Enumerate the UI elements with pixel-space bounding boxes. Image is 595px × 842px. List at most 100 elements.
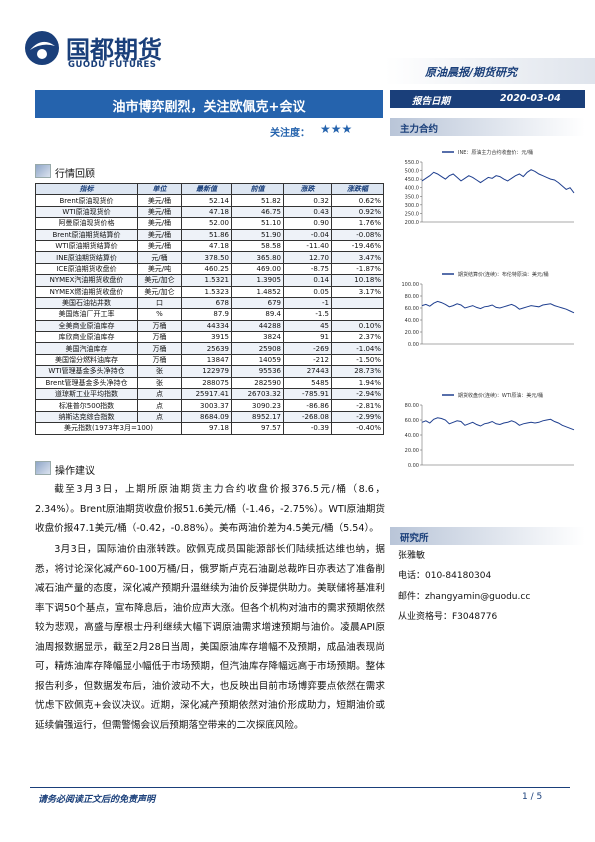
table-cell: ICE原油期货收盘价 (35, 262, 138, 276)
table-cell: 1.76% (331, 217, 384, 230)
table-cell: -1.50% (331, 353, 384, 367)
table-cell: 美元/桶 (137, 228, 182, 241)
section-icon (35, 164, 51, 178)
table-cell: NYMEX燃油期货收盘价 (35, 285, 138, 298)
table-cell: 标准普尔500指数 (35, 399, 138, 412)
table-row: WTI原油期货结算价 美元/桶 47.18 58.58 -11.40 -19.46% (35, 239, 384, 253)
table-cell: Brent原油现货价 (35, 194, 138, 207)
table-cell: 美国馏分燃料油库存 (35, 353, 138, 367)
y-tick-label: 60.00 (405, 306, 419, 312)
date-label: 报告日期 (412, 96, 451, 107)
table-cell: 1.3905 (231, 274, 284, 287)
table-cell: 95536 (231, 365, 284, 378)
y-tick-label: 20.00 (405, 330, 419, 336)
date-bar (390, 90, 585, 108)
table-cell: -19.46% (331, 239, 384, 253)
table-cell: 全美商业原油库存 (35, 319, 138, 333)
table-cell: -2.81% (331, 399, 384, 412)
company-en: GUODU FUTURES (68, 60, 157, 70)
analyst: 张雅敏 (398, 551, 426, 561)
table-cell: 44334 (181, 319, 232, 333)
disclaimer: 请务必阅读正文后的免责声明 (38, 795, 156, 805)
table-cell: INE原油期货结算价 (35, 251, 138, 264)
table-cell: 美元/桶 (137, 239, 182, 253)
table-cell: 51.90 (231, 228, 284, 241)
footer-line (30, 787, 570, 788)
attention: ★★★ (320, 122, 353, 136)
table-cell: 51.10 (231, 217, 284, 230)
price-line (421, 169, 575, 194)
table-row: ICE原油期货收盘价 美元/吨 460.25 469.00 -8.75 -1.87% (35, 262, 384, 276)
table-row: Brent原油现货价 美元/桶 52.14 51.82 0.32 0.62% (35, 194, 384, 207)
table-cell: 美国汽油库存 (35, 342, 138, 355)
table-row: Brent管理基金多头净持仓张 288075 282590 5485 1.94% (35, 376, 384, 390)
table-cell: -11.40 (283, 239, 332, 253)
date: 2020-03-04 (500, 93, 561, 104)
y-tick-label: 40.00 (405, 433, 419, 439)
table-row: 美国石油钻井数口 678 679 -1 (35, 296, 384, 310)
table-cell: -0.04 (283, 228, 332, 241)
table-cell: -1.87% (331, 262, 384, 276)
y-tick-label: 500.0 (405, 169, 419, 175)
y-tick-label: 80.00 (405, 403, 419, 409)
table-cell: 45 (283, 319, 332, 333)
table-row: NYMEX汽油期货收盘价 美元/加仑 1.5321 1.3905 0.14 10.18% (35, 274, 384, 287)
table-cell: 91 (283, 331, 332, 344)
contracts-bar (390, 118, 585, 136)
legend-label: INE：原油主力合约收盘价：元/桶 (458, 149, 533, 156)
price-line (421, 300, 575, 314)
table-cell: 美元/桶 (137, 205, 182, 219)
section-title: 行情回顾 (55, 169, 95, 180)
table-cell (331, 308, 384, 321)
table-row: NYMEX燃油期货收盘价 美元/加仑 1.5323 1.4852 0.05 3.17% (35, 285, 384, 298)
table-cell: 44288 (231, 319, 284, 333)
table-cell: 58.58 (231, 239, 284, 253)
paragraph: 3月3日，国际油价由涨转跌。欧佩克成员国能源部长们陆续抵达维也纳，据悉，将讨论深… (35, 544, 385, 731)
table-cell: 25908 (231, 342, 284, 355)
table-cell: 8684.09 (181, 410, 232, 424)
price-line (421, 417, 575, 431)
table-cell: 679 (231, 296, 284, 310)
table-cell: 口 (137, 296, 182, 310)
table-cell: -269 (283, 342, 332, 355)
y-tick-label: 80.00 (405, 294, 419, 300)
table-cell (331, 296, 384, 310)
table-cell: 元/桶 (137, 251, 182, 264)
y-tick-label: 400.0 (405, 186, 419, 192)
table-cell: 8952.17 (231, 410, 284, 424)
table-row: WTI原油现货价 美元/桶 47.18 46.75 0.43 0.92% (35, 205, 384, 219)
table-cell: 52.14 (181, 194, 232, 207)
table-cell: 3824 (231, 331, 284, 344)
table-cell: 张 (137, 365, 182, 378)
table-cell: 美元/吨 (137, 262, 182, 276)
table-cell: Brent原油期货结算价 (35, 228, 138, 241)
table-cell: 28.73% (331, 365, 384, 378)
table-cell: 13847 (181, 353, 232, 367)
table-cell: 美元指数(1973年3月=100) (35, 422, 182, 435)
table-cell: 87.9 (181, 308, 232, 321)
table-cell: 25917.41 (181, 388, 232, 401)
table-cell: 47.18 (181, 239, 232, 253)
table-row: 美国馏分燃料油库存 万桶 13847 14059 -212 -1.50% (35, 353, 384, 367)
banner-bg (385, 58, 595, 84)
section-icon (35, 461, 51, 475)
table-cell: 0.05 (283, 285, 332, 298)
table-row: 美国汽油库存 万桶 25639 25908 -269 -1.04% (35, 342, 384, 355)
table-row: INE原油期货结算价 元/桶 378.50 365.80 12.70 3.47% (35, 251, 384, 264)
table-cell: 0.43 (283, 205, 332, 219)
y-tick-label: 250.0 (405, 211, 419, 217)
header-cell: 指标 (35, 182, 138, 196)
table-cell: -785.91 (283, 388, 332, 401)
table-cell: 美国石油钻井数 (35, 296, 138, 310)
table-cell: 美元/加仑 (137, 274, 182, 287)
table-cell: 0.90 (283, 217, 332, 230)
y-tick-label: 100.00 (402, 282, 420, 288)
title-bar (35, 90, 383, 118)
table-row: Brent原油期货结算价 美元/桶 51.86 51.90 -0.04 -0.08% (35, 228, 384, 241)
table-cell: 点 (137, 410, 182, 424)
header-cell: 最新值 (181, 182, 232, 196)
table-cell: 469.00 (231, 262, 284, 276)
legend-label: 期货结算价(连续)：布伦特原油：美元/桶 (458, 271, 549, 278)
y-tick-label: 550.0 (405, 160, 419, 166)
